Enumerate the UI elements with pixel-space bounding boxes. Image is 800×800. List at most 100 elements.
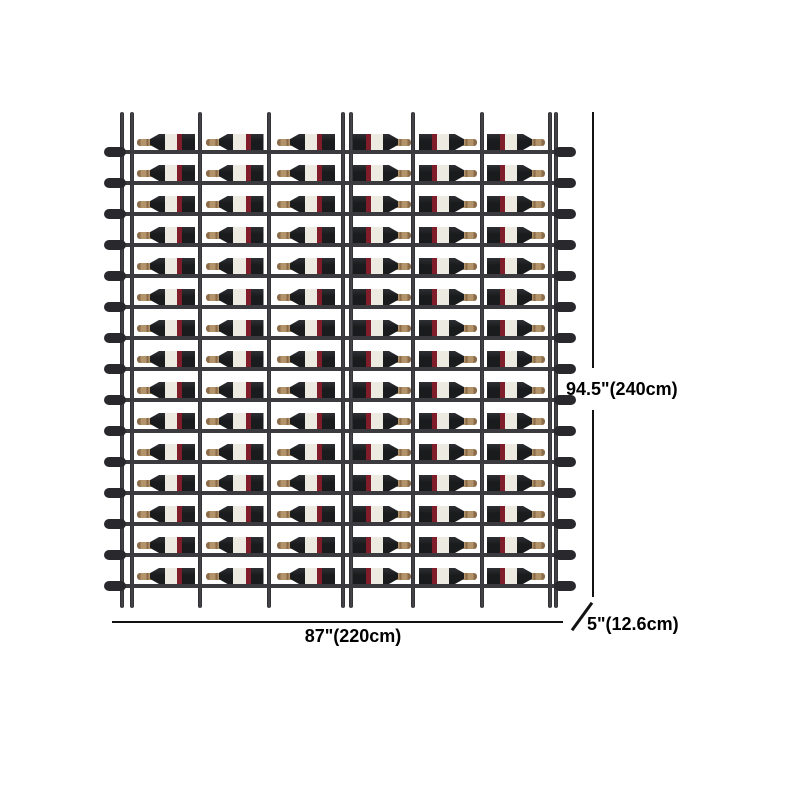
- wine-bottle: [353, 320, 411, 336]
- bottle-neck: [137, 480, 154, 487]
- wine-bottle: [353, 506, 411, 522]
- bottle-body: [290, 382, 335, 398]
- wine-bottle: [353, 568, 411, 584]
- bottle-label: [164, 196, 178, 212]
- bottle-body: [487, 258, 532, 274]
- bottle-label: [436, 413, 449, 429]
- wine-bottle: [205, 258, 264, 274]
- rack-post: [349, 112, 353, 608]
- bottle-label: [304, 196, 318, 212]
- bottle-label: [505, 227, 518, 243]
- wine-bottle: [277, 258, 335, 274]
- bottle-body: [487, 227, 532, 243]
- wine-bottle: [205, 320, 264, 336]
- bottle-label: [233, 258, 246, 274]
- rail-end-loop-left: [104, 581, 126, 591]
- bottle-label-red-band: [317, 196, 323, 212]
- bottle-label-red-band: [177, 537, 183, 553]
- bottle-label: [505, 413, 518, 429]
- bottle-neck: [205, 387, 223, 394]
- bottle-label-red-band: [177, 165, 183, 181]
- bottle-label: [164, 258, 178, 274]
- bottle-body: [290, 506, 335, 522]
- bottle-neck: [205, 356, 223, 363]
- bottle-body: [353, 165, 398, 181]
- shelf-rail: [104, 178, 576, 188]
- bottle-label-red-band: [366, 134, 371, 150]
- bottle-label-red-band: [366, 258, 371, 274]
- bottle-label-red-band: [317, 382, 323, 398]
- bottle-label-red-band: [245, 568, 251, 584]
- bottle-label-red-band: [431, 258, 436, 274]
- bottle-label-red-band: [177, 382, 183, 398]
- shelf-rail: [104, 395, 576, 405]
- shelf-rail: [104, 302, 576, 312]
- bottle-label-red-band: [177, 506, 183, 522]
- rail-end-loop-left: [104, 550, 126, 560]
- shelf-rail: [104, 426, 576, 436]
- wine-bottle: [419, 475, 477, 491]
- bottle-body: [218, 382, 264, 398]
- bottle-body: [290, 227, 335, 243]
- wine-bottle: [487, 165, 545, 181]
- bottle-label-red-band: [500, 351, 505, 367]
- bottle-label: [164, 413, 178, 429]
- bottle-label-red-band: [500, 413, 505, 429]
- wine-bottle: [205, 289, 264, 305]
- wine-bottle: [277, 506, 335, 522]
- bottle-body: [150, 382, 195, 398]
- bottle-neck: [205, 232, 223, 239]
- wine-bottle: [205, 444, 264, 460]
- shelf-rail: [104, 147, 576, 157]
- bottle-label: [436, 320, 449, 336]
- shelf-rail: [104, 271, 576, 281]
- bottle-label-red-band: [500, 320, 505, 336]
- bottle-neck: [277, 449, 294, 456]
- bottle-label-red-band: [500, 227, 505, 243]
- wine-bottle: [205, 568, 264, 584]
- width-dimension-label: 87"(220cm): [304, 626, 402, 646]
- wine-bottle: [205, 196, 264, 212]
- bottle-label: [164, 475, 178, 491]
- bottle-label: [371, 289, 384, 305]
- bottle-neck: [205, 542, 223, 549]
- bottle-body: [419, 227, 464, 243]
- bottle-label-red-band: [500, 165, 505, 181]
- bottle-label: [164, 165, 178, 181]
- rail-end-loop-right: [554, 240, 576, 250]
- bottle-label-red-band: [245, 196, 251, 212]
- wine-bottle: [137, 537, 195, 553]
- bottle-label: [371, 537, 384, 553]
- bottle-label-red-band: [366, 165, 371, 181]
- height-dimension-line: [592, 112, 594, 597]
- wine-bottle: [137, 258, 195, 274]
- wine-bottle: [353, 413, 411, 429]
- bottle-label: [233, 320, 246, 336]
- height-dimension-line-upper: [592, 112, 594, 368]
- bottle-body: [150, 413, 195, 429]
- bottle-label-red-band: [431, 382, 436, 398]
- bottle-body: [218, 165, 264, 181]
- bottle-body: [218, 258, 264, 274]
- wine-bottle: [353, 475, 411, 491]
- bottle-label-red-band: [431, 444, 436, 460]
- bottle-body: [353, 320, 398, 336]
- rail-end-loop-right: [554, 550, 576, 560]
- wine-bottle: [487, 475, 545, 491]
- wine-bottle: [137, 289, 195, 305]
- bottle-body: [150, 320, 195, 336]
- bottle-label: [371, 444, 384, 460]
- wine-bottle: [205, 413, 264, 429]
- bottle-label-red-band: [366, 506, 371, 522]
- rail-end-loop-right: [554, 395, 576, 405]
- bottle-label-red-band: [366, 196, 371, 212]
- wine-bottle: [277, 537, 335, 553]
- bottle-label: [164, 568, 178, 584]
- bottle-label-red-band: [177, 258, 183, 274]
- bottle-label: [371, 227, 384, 243]
- bottle-label-red-band: [431, 537, 436, 553]
- bottle-body: [353, 475, 398, 491]
- bottle-label-red-band: [500, 289, 505, 305]
- rail-end-loop-left: [104, 488, 126, 498]
- wine-bottle: [137, 568, 195, 584]
